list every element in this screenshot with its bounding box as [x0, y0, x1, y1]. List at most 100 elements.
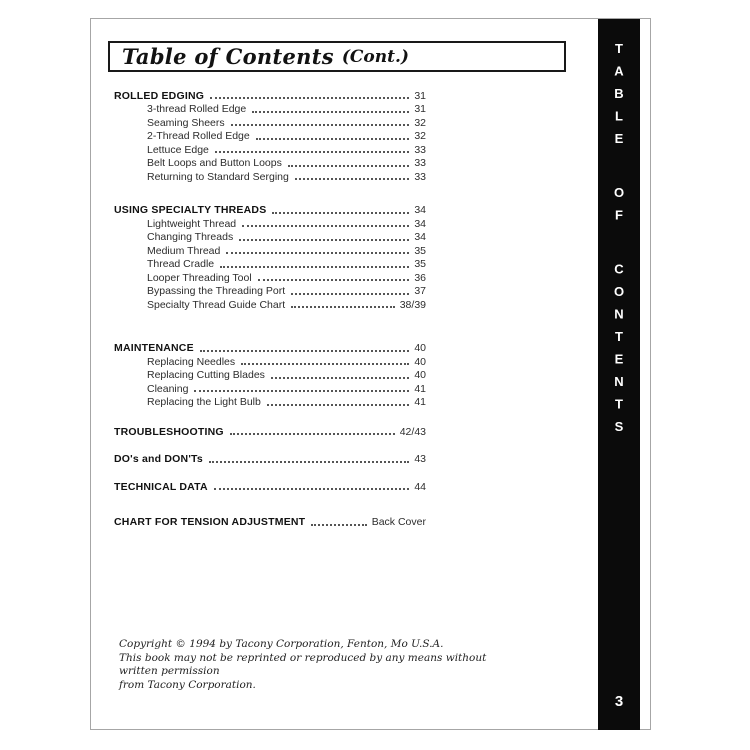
toc-entry-page: 34: [414, 231, 426, 243]
toc-entry-label: Cleaning: [147, 382, 189, 395]
toc-entry: Changing Threads 34: [114, 230, 426, 243]
toc-entry: DO's and DON'Ts 43: [114, 452, 426, 465]
sidebar-tab: TABLE OF CONTENTS 3: [598, 19, 640, 730]
dotted-leader: [220, 265, 410, 268]
page-title: Table of Contents: [122, 44, 334, 69]
dotted-leader: [213, 488, 410, 490]
toc-entry-label: Looper Threading Tool: [147, 271, 252, 284]
toc-entry-page: 38/39: [399, 298, 426, 311]
toc-section-using-specialty-threads: USING SPECIALTY THREADS 34 Lightweight T…: [114, 203, 426, 311]
toc-entry: Thread Cradle 35: [114, 257, 426, 270]
toc-entry-label: Replacing the Light Bulb: [147, 396, 261, 408]
toc-entry-label: Medium Thread: [147, 244, 221, 257]
dotted-leader: [270, 376, 410, 379]
toc-entry-label: MAINTENANCE: [114, 342, 194, 354]
page-title-suffix: (Cont.): [341, 46, 409, 67]
toc-entry-label: Specialty Thread Guide Chart: [147, 298, 286, 311]
table-of-contents: ROLLED EDGING 31 3-thread Rolled Edge 31…: [114, 88, 426, 529]
toc-section-troubleshooting: TROUBLESHOOTING 42/43: [114, 424, 426, 438]
dotted-leader: [242, 225, 410, 227]
toc-entry: USING SPECIALTY THREADS 34: [114, 203, 426, 216]
toc-entry-label: Seaming Sheers: [147, 116, 225, 129]
toc-entry-page: 43: [414, 453, 426, 465]
dotted-leader: [272, 211, 410, 214]
dotted-leader: [294, 178, 410, 180]
toc-entry: 2-Thread Rolled Edge 32: [114, 129, 426, 142]
toc-entry-label: Lettuce Edge: [147, 143, 209, 156]
page-title-box: Table of Contents (Cont.): [108, 41, 566, 72]
toc-entry: Lightweight Thread 34: [114, 216, 426, 230]
toc-section-maintenance: MAINTENANCE 40 Replacing Needles 40 Repl…: [114, 341, 426, 408]
toc-entry-page: 41: [414, 382, 426, 395]
toc-section-rolled-edging: ROLLED EDGING 31 3-thread Rolled Edge 31…: [114, 88, 426, 183]
toc-section-dos-and-donts: DO's and DON'Ts 43: [114, 452, 426, 465]
toc-entry-label: CHART FOR TENSION ADJUSTMENT: [114, 516, 306, 528]
copyright-line: from Tacony Corporation.: [119, 678, 256, 691]
toc-entry-label: USING SPECIALTY THREADS: [114, 204, 267, 216]
toc-entry-page: 33: [414, 170, 426, 183]
toc-entry-label: Replacing Needles: [147, 355, 236, 368]
toc-entry-page: 31: [414, 103, 426, 115]
dotted-leader: [255, 137, 410, 140]
dotted-leader: [257, 279, 410, 281]
toc-entry: Specialty Thread Guide Chart 38/39: [114, 297, 426, 311]
toc-entry: MAINTENANCE 40: [114, 341, 426, 354]
toc-entry-page: 40: [414, 369, 426, 381]
sidebar-vertical-title: TABLE OF CONTENTS: [611, 41, 627, 442]
dotted-leader: [214, 151, 410, 153]
toc-entry: Belt Loops and Button Loops 33: [114, 156, 426, 169]
toc-entry-page: 33: [414, 143, 426, 156]
toc-entry-page: 36: [414, 271, 426, 284]
toc-entry: Replacing Needles 40: [114, 354, 426, 368]
toc-entry-page: 35: [414, 258, 426, 270]
toc-entry: Looper Threading Tool 36: [114, 270, 426, 284]
toc-entry-page: 34: [414, 217, 426, 230]
toc-entry-label: Thread Cradle: [147, 258, 215, 270]
dotted-leader: [266, 403, 410, 406]
toc-entry-page: 35: [414, 244, 426, 257]
toc-entry-page: 37: [414, 285, 426, 297]
toc-entry-label: TECHNICAL DATA: [114, 480, 208, 493]
copyright-notice: Copyright © 1994 by Tacony Corporation, …: [119, 638, 509, 692]
toc-entry: Replacing the Light Bulb 41: [114, 395, 426, 408]
dotted-leader: [287, 164, 410, 167]
toc-entry-label: ROLLED EDGING: [114, 89, 205, 102]
dotted-leader: [252, 110, 410, 113]
page-border-frame: [90, 18, 651, 730]
dotted-leader: [291, 306, 395, 308]
toc-entry: Cleaning 41: [114, 381, 426, 395]
toc-entry-label: 2-Thread Rolled Edge: [147, 130, 250, 142]
dotted-leader: [311, 523, 367, 526]
toc-entry: Returning to Standard Serging 33: [114, 169, 426, 183]
toc-entry-label: Changing Threads: [147, 231, 234, 243]
toc-entry-label: DO's and DON'Ts: [114, 453, 203, 465]
dotted-leader: [229, 433, 395, 435]
toc-entry-page: 44: [414, 480, 426, 493]
dotted-leader: [199, 349, 410, 352]
dotted-leader: [239, 238, 410, 241]
dotted-leader: [230, 124, 410, 126]
toc-entry-page: Back Cover: [371, 516, 426, 528]
toc-section-technical-data: TECHNICAL DATA 44: [114, 479, 426, 493]
page-number: 3: [614, 693, 624, 710]
copyright-line: Copyright © 1994 by Tacony Corporation, …: [119, 638, 444, 650]
toc-entry: Replacing Cutting Blades 40: [114, 368, 426, 381]
dotted-leader: [194, 390, 410, 392]
toc-entry-label: Lightweight Thread: [147, 217, 237, 230]
toc-entry: CHART FOR TENSION ADJUSTMENT Back Cover: [114, 515, 426, 528]
toc-entry: ROLLED EDGING 31: [114, 88, 426, 102]
toc-entry-label: Belt Loops and Button Loops: [147, 157, 282, 169]
toc-entry: TROUBLESHOOTING 42/43: [114, 424, 426, 438]
toc-entry: Seaming Sheers 32: [114, 115, 426, 129]
toc-entry-label: Replacing Cutting Blades: [147, 369, 265, 381]
toc-entry-page: 40: [414, 355, 426, 368]
toc-section-chart-for-tension-adjustment: CHART FOR TENSION ADJUSTMENT Back Cover: [114, 515, 426, 528]
toc-entry: Bypassing the Threading Port 37: [114, 284, 426, 297]
dotted-leader: [210, 97, 410, 99]
toc-entry-page: 34: [414, 204, 426, 216]
toc-entry-label: Bypassing the Threading Port: [147, 285, 286, 297]
toc-entry: 3-thread Rolled Edge 31: [114, 102, 426, 115]
toc-entry-page: 40: [414, 342, 426, 354]
toc-entry: TECHNICAL DATA 44: [114, 479, 426, 493]
